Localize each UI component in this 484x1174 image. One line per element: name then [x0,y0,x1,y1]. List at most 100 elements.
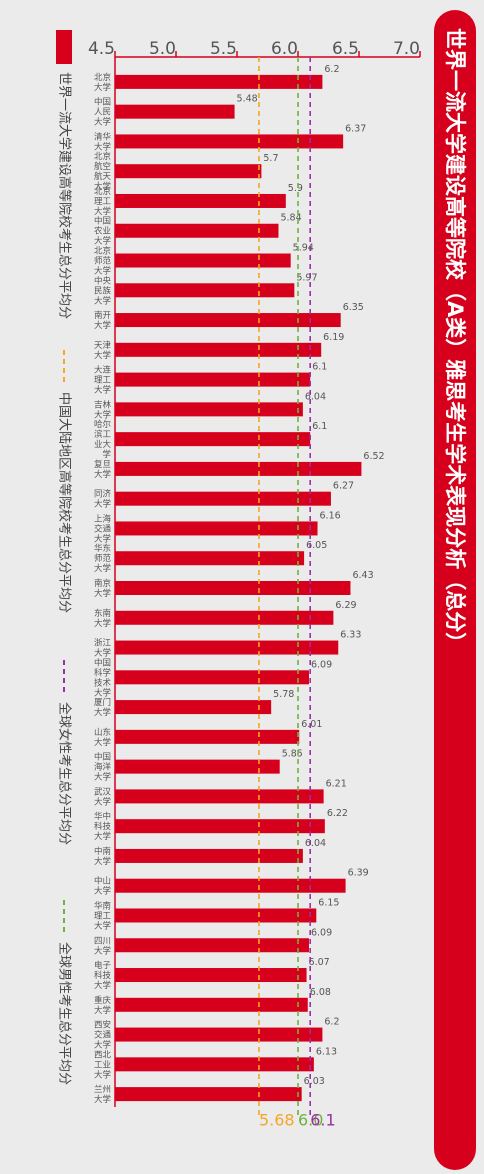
category-label: 大学 [94,266,112,277]
legend-label: 中国大陆地区高等院校考生总分平均分 [57,392,73,613]
category-label: 滨工 [94,429,112,440]
bars-group: 6.2 5.48 6.37 5.7 5.9 5.84 5.94 5.97 6.35 6.19 6.1… [115,64,385,1102]
category-label: 大学 [94,1040,112,1051]
category-label: 学 [102,449,111,460]
bar [115,848,303,863]
bar [115,104,235,119]
category-label: 农业 [94,226,111,237]
value-label: 5.48 [237,94,258,105]
bar [115,729,300,744]
category-label: 大学 [94,687,112,698]
value-tick-label: 6.0 [271,39,298,59]
category-label: 大学 [94,236,112,247]
category-label: 同济 [94,489,112,500]
bar [115,164,262,179]
category-label: 中国 [94,97,111,108]
category-label: 中国 [94,216,111,227]
value-label: 6.35 [343,302,364,313]
category-label: 大学 [94,796,112,807]
legend-swatch-bar [56,30,72,64]
bar [115,372,311,387]
category-label: 大学 [94,618,112,629]
bar [115,1027,323,1042]
value-label: 6.52 [363,451,384,462]
value-label: 6.07 [309,957,330,968]
category-label: 大连 [94,365,112,376]
category-label: 厦门 [94,697,111,708]
category-label: 大学 [94,737,112,748]
bar [115,491,331,506]
category-label: 业大 [94,439,112,450]
category-label: 大学 [94,1094,112,1105]
category-label: 大学 [94,563,112,574]
category-label: 中央 [94,275,112,286]
category-label: 北京 [94,151,111,162]
bar [115,908,317,923]
category-label: 大学 [94,772,112,783]
bar [115,938,309,953]
bar [115,789,324,804]
bar [115,253,291,268]
category-label: 重庆 [94,995,112,1006]
category-label: 上海 [94,513,112,524]
bar [115,461,362,476]
category-label: 科学 [94,667,112,678]
category-label: 科技 [94,821,112,832]
value-label: 5.97 [296,272,317,283]
category-labels: 北京大学中国人民大学清华大学北京航空航天大学北京理工大学中国农业大学北京师范大学… [94,72,112,1105]
category-label: 大学 [94,831,112,842]
category-label: 中山 [94,876,111,887]
bar [115,610,334,625]
category-label: 浙江 [94,638,112,649]
category-label: 理工 [94,911,112,921]
category-label: 北京 [94,72,111,83]
category-label: 大学 [94,117,112,128]
category-label: 交通 [94,1030,112,1041]
category-label: 技术 [94,677,112,688]
category-label: 大学 [94,886,112,897]
value-label: 5.85 [282,749,303,760]
category-label: 大学 [94,980,112,991]
category-label: 华东 [94,543,111,554]
reference-value-label: 6.0 [298,1111,323,1130]
category-label: 大学 [94,141,112,152]
category-label: 中国 [94,752,111,763]
category-label: 复旦 [94,459,111,470]
value-label: 6.1 [312,362,327,373]
category-label: 北京 [94,246,111,257]
category-label: 大学 [94,409,112,420]
bar [115,878,346,893]
category-label: 大学 [94,181,112,192]
bar [115,759,280,774]
category-label: 大学 [94,320,112,331]
category-label: 四川 [94,936,111,946]
category-label: 北京 [94,186,111,197]
value-label: 6.03 [304,1076,325,1087]
category-label: 华南 [94,900,111,911]
bar [115,640,339,655]
value-tick-label: 5.5 [210,39,237,59]
bar [115,1087,302,1102]
category-label: 东南 [94,608,111,619]
category-label: 理工 [94,197,112,207]
bar [115,670,309,685]
category-label: 清华 [94,131,112,142]
value-label: 6.19 [323,332,344,343]
value-label: 6.22 [327,808,348,819]
category-label: 中国 [94,657,111,668]
category-label: 天津 [94,340,112,351]
category-label: 大学 [94,206,112,217]
bar [115,223,279,238]
value-tick-label: 6.5 [332,39,359,59]
bar [115,819,325,834]
bar [115,283,295,298]
bar [115,1057,314,1072]
value-label: 6.1 [312,421,327,432]
bar [115,74,323,89]
category-label: 中南 [94,846,111,857]
category-label: 电子 [94,960,112,971]
value-label: 6.43 [352,570,373,581]
bar [115,432,311,447]
